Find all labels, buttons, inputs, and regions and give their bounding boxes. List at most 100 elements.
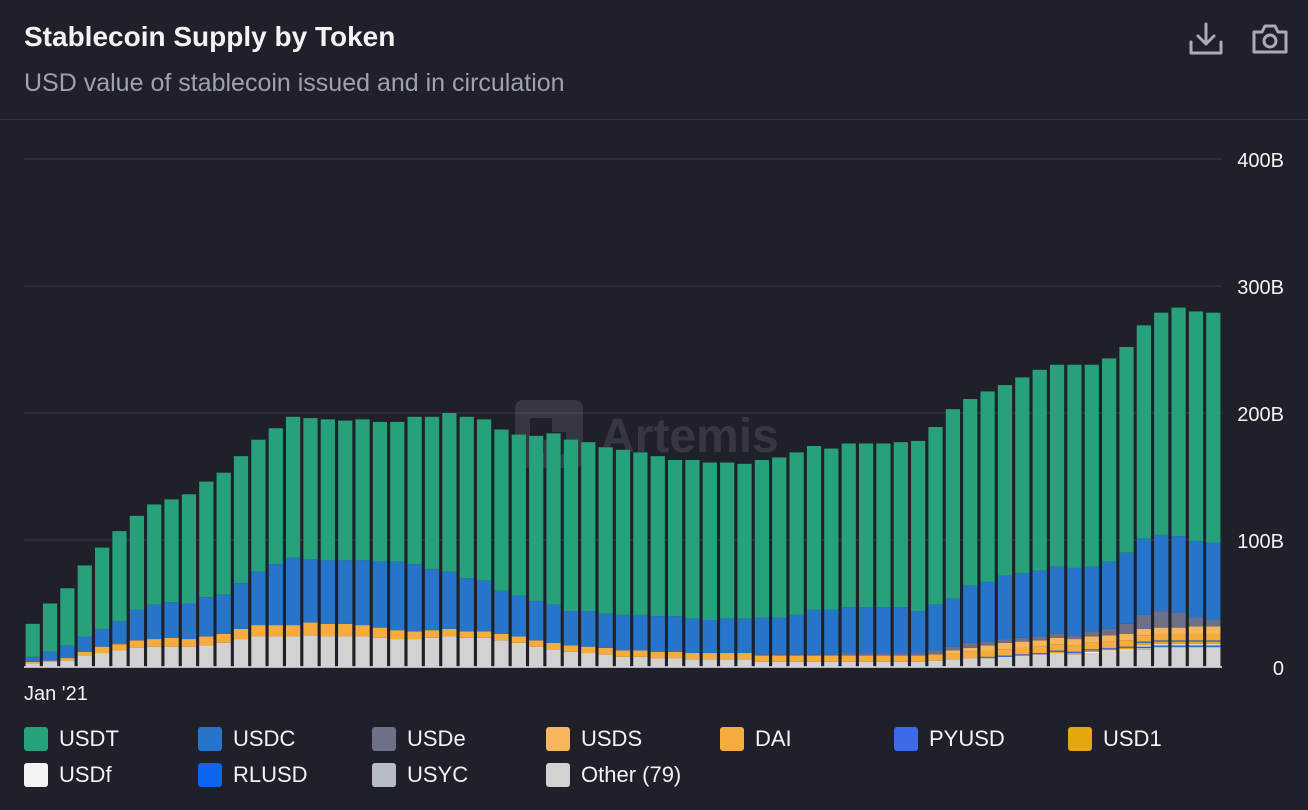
bar-segment-usd1[interactable]: USD1: 1B: [1102, 649, 1117, 651]
bar-segment-usdt[interactable]: USDT: 134B: [911, 440, 926, 612]
bar-segment-usdt[interactable]: USDT: 124B: [754, 459, 770, 618]
bar-segment-usdt[interactable]: USDT: 159B: [1084, 364, 1099, 567]
bar-segment-other-79-[interactable]: Other (79): 13B: [1119, 650, 1134, 667]
bar-segment-usde[interactable]: USDe: 3B: [1032, 636, 1047, 641]
bar-segment-usd1[interactable]: USD1: 2B: [1206, 641, 1221, 645]
bar-segment-usdf[interactable]: USDf: 1B: [1102, 650, 1117, 652]
bar-segment-dai[interactable]: DAI: 5B: [598, 647, 613, 655]
bar-segment-dai[interactable]: DAI: 7B: [216, 633, 231, 643]
bar-segment-usdt[interactable]: USDT: 104B: [251, 439, 266, 572]
bar-segment-usdc[interactable]: USDC: 42B: [251, 571, 266, 626]
bar-segment-usdt[interactable]: USDT: 123B: [667, 459, 683, 617]
bar-segment-dai[interactable]: DAI: 5B: [720, 653, 735, 660]
bar-segment-usdf[interactable]: USDf: 1B: [1171, 644, 1186, 646]
bar-segment-usds[interactable]: USDS: 5B: [1154, 627, 1169, 634]
bar-segment-other-79-[interactable]: Other (79): 16B: [147, 646, 162, 667]
bar-segment-usdc[interactable]: USDC: 60B: [1188, 541, 1204, 618]
bar-segment-dai[interactable]: DAI: 8B: [372, 627, 388, 638]
bar-segment-usdc[interactable]: USDC: 51B: [355, 560, 370, 626]
bar-segment-other-79-[interactable]: Other (79): 6B: [702, 659, 717, 667]
bar-segment-dai[interactable]: DAI: 5B: [459, 631, 474, 638]
bar-segment-usdt[interactable]: USDT: 129B: [876, 443, 891, 608]
bar-segment-usdc[interactable]: USDC: 28B: [633, 614, 648, 651]
bar-segment-dai[interactable]: DAI: 8B: [233, 628, 249, 640]
bar-segment-usdt[interactable]: USDT: 74B: [129, 515, 144, 610]
bar-segment-other-79-[interactable]: Other (79): 16B: [181, 646, 197, 667]
bar-segment-other-79-[interactable]: Other (79): 6B: [685, 659, 700, 667]
bar-segment-rlusd[interactable]: RLUSD: 1B: [1171, 645, 1186, 647]
bar-segment-other-79-[interactable]: Other (79): 23B: [476, 637, 492, 667]
bar-segment-other-79-[interactable]: Other (79): 24B: [355, 636, 370, 667]
bar-segment-usds[interactable]: USDS: 5B: [1032, 640, 1047, 647]
bar-segment-dai[interactable]: DAI: 5B: [841, 655, 856, 662]
legend-item-rlusd[interactable]: RLUSD: [198, 762, 308, 788]
bar-segment-usdt[interactable]: USDT: 168B: [1136, 325, 1151, 539]
bar-segment-other-79-[interactable]: Other (79): 7B: [963, 658, 978, 667]
bar-segment-usdc[interactable]: USDC: 53B: [407, 564, 422, 632]
bar-segment-usdt[interactable]: USDT: 79B: [147, 504, 162, 605]
bar-segment-dai[interactable]: DAI: 5B: [685, 653, 700, 660]
bar-segment-usdc[interactable]: USDC: 31B: [789, 614, 804, 655]
bar-segment-usde[interactable]: USDe: 3B: [1049, 633, 1065, 638]
bar-segment-usdt[interactable]: USDT: 126B: [772, 457, 787, 618]
bar-segment-usdc[interactable]: USDC: 38B: [945, 598, 961, 647]
bar-segment-usdt[interactable]: USDT: 131B: [598, 447, 613, 614]
bar-segment-usd1[interactable]: USD1: 2B: [1136, 642, 1151, 646]
bar-segment-usdt[interactable]: USDT: 181B: [1206, 312, 1221, 543]
bar-segment-usdc[interactable]: USDC: 36B: [841, 607, 856, 654]
bar-segment-other-79-[interactable]: Other (79): 7B: [980, 658, 995, 667]
bar-segment-other-79-[interactable]: Other (79): 4B: [789, 661, 804, 667]
bar-segment-dai[interactable]: DAI: 5B: [789, 655, 804, 662]
bar-segment-usdt[interactable]: USDT: 26B: [25, 623, 40, 657]
bar-segment-usdt[interactable]: USDT: 64B: [95, 547, 110, 629]
bar-segment-dai[interactable]: DAI: 5B: [754, 655, 770, 662]
bar-segment-dai[interactable]: DAI: 5B: [997, 649, 1013, 656]
bar-segment-usdc[interactable]: USDC: 29B: [754, 617, 770, 655]
bar-segment-usdf[interactable]: USDf: 1B: [1119, 649, 1134, 651]
bar-segment-dai[interactable]: DAI: 5B: [476, 631, 492, 638]
bar-segment-usdt[interactable]: USDT: 127B: [459, 416, 474, 579]
bar-segment-dai[interactable]: DAI: 3B: [77, 651, 92, 656]
bar-segment-other-79-[interactable]: Other (79): 16B: [164, 646, 179, 667]
bar-segment-dai[interactable]: DAI: 10B: [338, 623, 353, 637]
bar-segment-usdt[interactable]: USDT: 147B: [963, 399, 978, 586]
legend-item-usdt[interactable]: USDT: [24, 726, 119, 752]
bar-segment-usd1[interactable]: USD1: 2B: [1171, 641, 1186, 645]
bar-segment-usdf[interactable]: USDf: 1B: [1084, 651, 1099, 654]
bar-segment-dai[interactable]: DAI: 5B: [806, 655, 822, 662]
bar-segment-usdt[interactable]: USDT: 180B: [1171, 307, 1186, 537]
bar-segment-usde[interactable]: USDe: 8B: [1119, 623, 1134, 634]
bar-segment-other-79-[interactable]: Other (79): 12B: [563, 651, 579, 667]
bar-segment-other-79-[interactable]: Other (79): 9B: [1015, 655, 1030, 667]
bar-segment-usdt[interactable]: USDT: 123B: [720, 462, 735, 619]
legend-item-dai[interactable]: DAI: [720, 726, 792, 752]
legend-item-usds[interactable]: USDS: [546, 726, 642, 752]
bar-segment-usdc[interactable]: USDC: 52B: [1032, 570, 1047, 637]
bar-segment-pyusd[interactable]: PYUSD: 1B: [1067, 651, 1082, 654]
bar-segment-dai[interactable]: DAI: 5B: [1171, 633, 1186, 641]
bar-segment-dai[interactable]: DAI: 5B: [858, 655, 874, 662]
bar-segment-dai[interactable]: DAI: 6B: [129, 640, 144, 648]
bar-segment-usds[interactable]: USDS: 6B: [1206, 626, 1221, 634]
bar-segment-usdt[interactable]: USDT: 175B: [1154, 312, 1169, 535]
bar-segment-other-79-[interactable]: Other (79): 4B: [858, 661, 874, 667]
bar-segment-usdt[interactable]: USDT: 162B: [1119, 346, 1134, 553]
bar-segment-usdc[interactable]: USDC: 56B: [1119, 552, 1134, 624]
bar-segment-pyusd[interactable]: PYUSD: 1B: [1032, 653, 1047, 655]
bar-segment-dai[interactable]: DAI: 5B: [911, 655, 926, 662]
bar-segment-usdt[interactable]: USDT: 128B: [789, 452, 804, 615]
bar-segment-usyc[interactable]: USYC: 1B: [1171, 646, 1186, 648]
bar-segment-usdc[interactable]: USDC: 26B: [702, 620, 717, 654]
bar-segment-usdt[interactable]: USDT: 91B: [199, 481, 214, 598]
bar-segment-other-79-[interactable]: Other (79): 24B: [338, 636, 353, 667]
bar-segment-dai[interactable]: DAI: 1B: [42, 660, 58, 662]
bar-segment-usdc[interactable]: USDC: 36B: [893, 607, 908, 654]
bar-segment-pyusd[interactable]: PYUSD: 1B: [997, 655, 1013, 657]
bar-segment-usde[interactable]: USDe: 2B: [841, 653, 856, 656]
bar-segment-usdt[interactable]: USDT: 158B: [1032, 369, 1047, 571]
bar-segment-usdc[interactable]: USDC: 32B: [511, 595, 526, 637]
bar-segment-dai[interactable]: DAI: 9B: [286, 625, 301, 637]
bar-segment-usdt[interactable]: USDT: 130B: [529, 435, 544, 601]
bar-segment-other-79-[interactable]: Other (79): 25B: [303, 635, 318, 667]
legend-item-usde[interactable]: USDe: [372, 726, 466, 752]
